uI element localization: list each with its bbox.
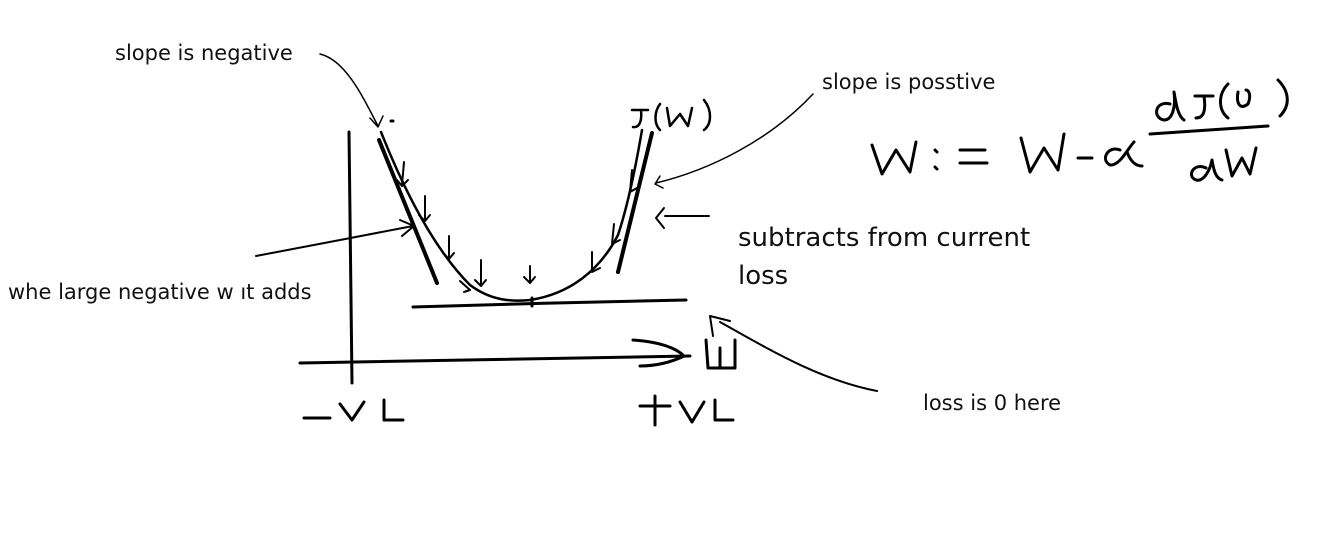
horizontal-axis [298,354,692,365]
label-slope-positive: slope is posstive [822,70,996,94]
vertical-axis [347,130,354,385]
step-arrow [459,280,471,293]
negative-end-handwriting [302,398,405,422]
pointer-slope-positive [654,93,814,189]
positive-tangent [616,131,654,274]
label-slope-negative: slope is negative [115,41,293,65]
pointer-loss-zero [709,315,878,392]
positive-end-handwriting [638,394,735,427]
label-adds: whe large negative w ıt adds [8,280,312,304]
step-arrow [611,223,621,245]
label-subtracts: subtracts from current loss [738,223,1031,291]
pointer-subtracts [655,207,710,229]
step-arrow [396,161,409,187]
step-arrow [629,169,638,193]
axis-arrowhead [631,338,686,368]
step-arrow [523,265,536,284]
cost-curve [379,128,644,302]
negative-tangent [377,138,439,285]
step-arrow [591,251,601,273]
label-loss-zero: loss is 0 here [923,391,1062,415]
pointer-slope-negative [319,53,384,128]
update-rule-handwriting [870,78,1289,182]
step-arrow [474,259,487,287]
zero-slope-line [411,298,688,309]
x-axis-label-handwriting [704,338,737,370]
pointer-adds [255,219,415,257]
step-arrow [442,235,455,260]
step-arrow [418,195,431,222]
curve-label-handwriting [630,98,712,132]
